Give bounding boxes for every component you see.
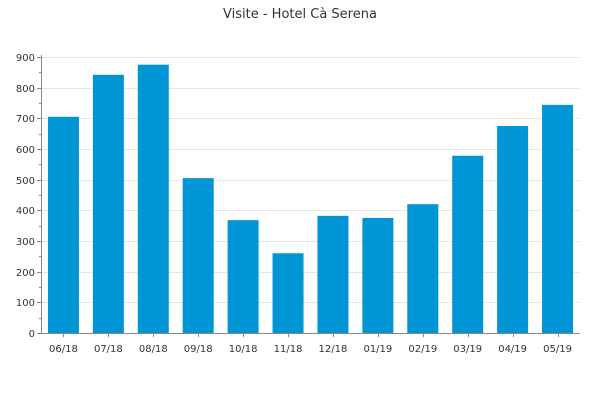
bar-11-18 [272, 253, 304, 333]
y-tick-label-400: 400 [16, 206, 35, 217]
y-tick-label-600: 600 [16, 145, 35, 156]
x-tick-label-08-18: 08/18 [139, 344, 168, 355]
y-tick-label-700: 700 [16, 114, 35, 125]
y-tick-label-300: 300 [16, 237, 35, 248]
x-tick-label-04-19: 04/19 [498, 344, 527, 355]
bar-12-18 [317, 215, 349, 333]
x-tick-label-06-18: 06/18 [49, 344, 78, 355]
bar-01-19 [362, 218, 394, 333]
x-tick-label-07-18: 07/18 [94, 344, 123, 355]
x-tick-label-05-19: 05/19 [543, 344, 572, 355]
bar-06-18 [47, 116, 79, 333]
chart-title: Visite - Hotel Cà Serena [223, 7, 377, 22]
x-tick-label-09-18: 09/18 [184, 344, 213, 355]
bar-03-19 [452, 155, 484, 333]
bar-07-18 [92, 74, 124, 333]
bar-04-19 [497, 126, 529, 333]
y-tick-labels: 0 100 200 300 400 500 600 700 800 900 [16, 53, 35, 340]
bar-10-18 [227, 220, 259, 333]
bar-02-19 [407, 204, 439, 333]
x-tick-labels: 06/18 07/18 08/18 09/18 10/18 11/18 12/18 01/19… [49, 344, 572, 355]
x-tick-label-03-19: 03/19 [453, 344, 482, 355]
grid-lines [41, 57, 580, 303]
x-tick-label-02-19: 02/19 [408, 344, 437, 355]
bar-05-19 [542, 104, 574, 333]
y-tick-label-900: 900 [16, 53, 35, 64]
bar-08-18 [137, 64, 169, 334]
x-tick-label-01-19: 01/19 [363, 344, 392, 355]
y-tick-label-100: 100 [16, 298, 35, 309]
y-tick-label-200: 200 [16, 268, 35, 279]
y-tick-label-500: 500 [16, 176, 35, 187]
x-tick-label-10-18: 10/18 [229, 344, 258, 355]
axes [37, 55, 580, 337]
bar-09-18 [182, 178, 214, 333]
y-tick-label-800: 800 [16, 84, 35, 95]
y-tick-label-0: 0 [29, 329, 35, 340]
bars [47, 64, 574, 334]
x-tick-label-12-18: 12/18 [319, 344, 348, 355]
x-tick-label-11-18: 11/18 [274, 344, 303, 355]
